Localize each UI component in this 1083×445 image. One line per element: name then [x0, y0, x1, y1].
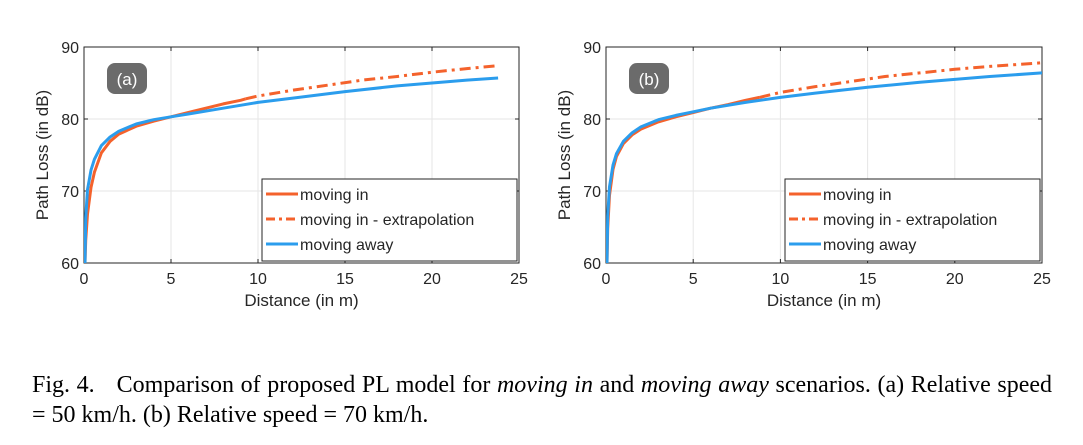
series-group [606, 61, 1042, 263]
series-line-moving-away [84, 76, 499, 263]
y-tick-label: 70 [583, 184, 601, 201]
x-axis-label: Distance (in m) [767, 291, 881, 310]
chart-panel-b: 0 5 10 15 20 25 60 70 80 90 Distance (in m) Path Lo… [555, 40, 1051, 310]
x-axis-label: Distance (in m) [244, 291, 358, 310]
caption-part: scenarios. (a) Relative speed = 50 km/h.… [32, 372, 1053, 428]
x-tick-label: 0 [602, 271, 611, 288]
legend-label: moving in [823, 187, 891, 204]
caption-part: and [592, 372, 641, 398]
legend-box [261, 178, 518, 262]
legend-box [784, 178, 1041, 262]
y-tick-label: 80 [61, 112, 79, 129]
x-tick-label: 10 [772, 271, 790, 288]
series-line-moving-in [84, 97, 247, 263]
x-tick-label: 5 [167, 271, 176, 288]
x-tick-label: 10 [249, 271, 267, 288]
caption-part: moving in [496, 372, 593, 398]
y-tick-label: 90 [583, 40, 601, 57]
panel-label: (b) [639, 70, 660, 89]
x-tick-label: 25 [510, 271, 528, 288]
x-tick-label: 15 [336, 271, 354, 288]
legend-label: moving in [300, 187, 368, 204]
legend-label: moving away [300, 237, 393, 254]
legend-label: moving away [823, 237, 916, 254]
y-tick-label: 80 [583, 112, 601, 129]
legend-label: moving in - extrapolation [300, 212, 474, 229]
caption-part: moving away [640, 372, 769, 398]
axes-frame [83, 46, 520, 264]
series-line-moving-in-extrapolation [245, 64, 499, 101]
x-tick-label: 15 [859, 271, 877, 288]
caption-part: Comparison of proposed PL model for [116, 372, 497, 398]
series-line-moving-away [606, 71, 1042, 263]
x-tick-label: 25 [1033, 271, 1051, 288]
series-line-moving-in-extrapolation [759, 61, 1042, 99]
y-axis-label: Path Loss (in dB) [33, 90, 52, 220]
x-tick-label: 20 [946, 271, 964, 288]
panel-label-badge [107, 63, 147, 94]
legend-label: moving in - extrapolation [823, 212, 997, 229]
axes-frame [605, 46, 1043, 264]
y-tick-label: 60 [583, 256, 601, 273]
panel-label: (a) [117, 70, 138, 89]
figure: 0 5 10 15 20 25 60 70 80 90 Distance (in m) Path Lo… [33, 40, 1051, 310]
y-tick-label: 70 [61, 184, 79, 201]
y-tick-label: 90 [61, 40, 79, 57]
y-axis-label: Path Loss (in dB) [555, 90, 574, 220]
chart-panel-a: 0 5 10 15 20 25 60 70 80 90 Distance (in m) Path Lo… [33, 40, 528, 310]
caption-lead: Fig. 4. [32, 372, 95, 398]
x-tick-label: 5 [689, 271, 698, 288]
x-tick-label: 20 [423, 271, 441, 288]
panel-label-badge [629, 63, 669, 94]
y-tick-label: 60 [61, 256, 79, 273]
series-group [84, 64, 499, 263]
figure-caption: Fig. 4. Comparison of proposed PL model f… [32, 370, 1052, 430]
x-tick-label: 0 [80, 271, 89, 288]
